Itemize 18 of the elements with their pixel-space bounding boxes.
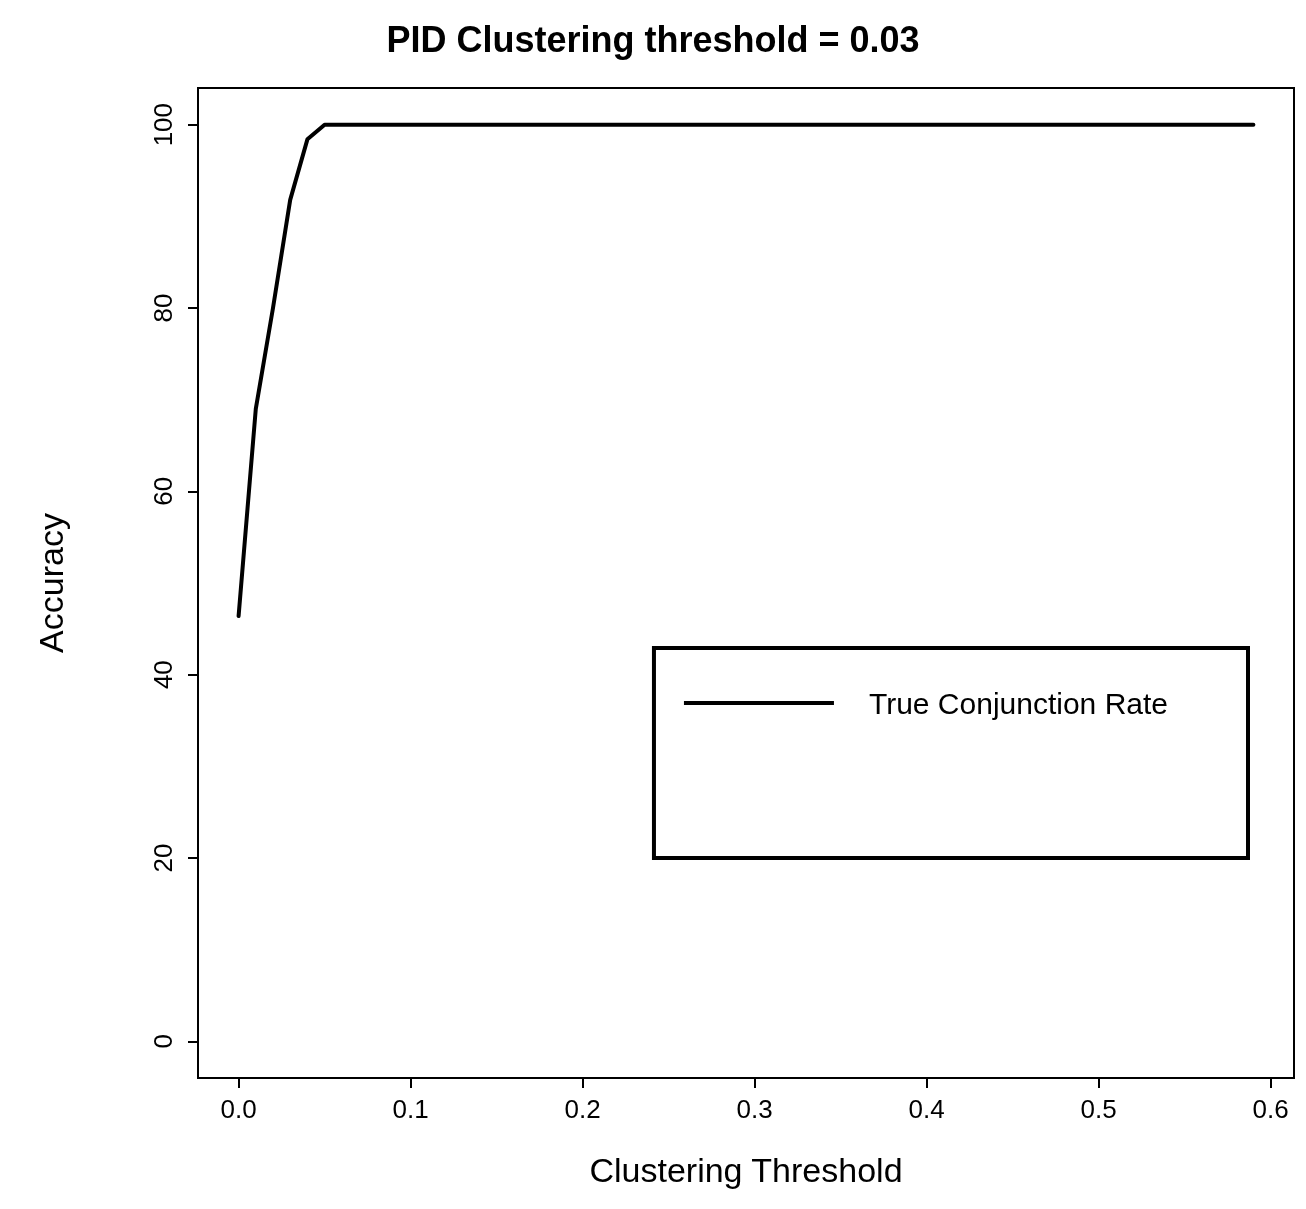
y-tick-label: 20 <box>148 843 178 873</box>
y-tick-label: 100 <box>148 102 178 147</box>
x-axis-title: Clustering Threshold <box>589 1151 903 1189</box>
y-tick-label: 0 <box>148 1034 178 1049</box>
line-series <box>236 122 1256 618</box>
y-tick-label: 40 <box>148 660 178 690</box>
x-tick-label: 0.6 <box>1252 1094 1289 1124</box>
y-tick-label: 80 <box>148 293 178 323</box>
x-tick-label: 0.5 <box>1080 1094 1117 1124</box>
y-axis-title: Accuracy <box>32 513 70 653</box>
x-tick-label: 0.1 <box>392 1094 429 1124</box>
y-tick-label: 60 <box>148 476 178 506</box>
chart-title: PID Clustering threshold = 0.03 <box>386 18 920 60</box>
x-tick-label: 0.2 <box>564 1094 601 1124</box>
x-tick-label: 0.0 <box>220 1094 257 1124</box>
x-tick-label: 0.4 <box>908 1094 945 1124</box>
x-tick-label: 0.3 <box>736 1094 773 1124</box>
legend-label: True Conjunction Rate <box>868 686 1169 720</box>
